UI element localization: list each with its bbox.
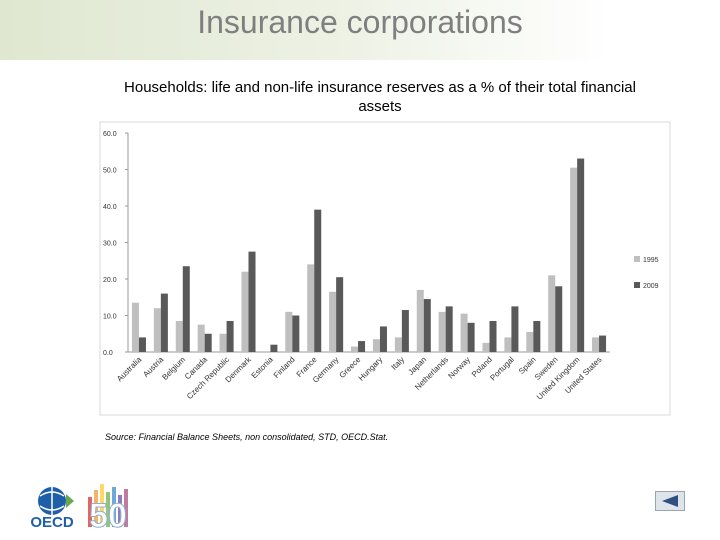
legend-label: 1995: [643, 257, 659, 264]
logo-bar: [112, 487, 116, 527]
bar: [467, 322, 475, 352]
bar: [285, 311, 293, 352]
legend-swatch: [634, 256, 640, 262]
legend-swatch: [634, 282, 640, 288]
bar: [504, 337, 512, 352]
bar: [401, 310, 409, 352]
x-tick-label: Australia: [115, 355, 144, 384]
bar: [314, 209, 322, 352]
bar: [372, 339, 380, 352]
bar: [555, 286, 563, 352]
back-icon: [662, 495, 678, 507]
bar: [160, 293, 168, 352]
y-tick-label: 0.0: [103, 350, 113, 357]
bar: [577, 158, 585, 352]
bar: [219, 333, 227, 352]
bar: [599, 335, 607, 352]
bar: [438, 311, 446, 352]
logo-bar: [100, 484, 104, 527]
bar: [548, 275, 556, 352]
bar: [379, 326, 387, 352]
oecd-logo: OECD 50: [30, 484, 128, 536]
logo-bar: [88, 497, 92, 527]
x-tick-label: Estonia: [250, 355, 276, 381]
x-tick-label: Norway: [446, 355, 472, 381]
bar: [197, 324, 205, 352]
logo-bar: [94, 490, 98, 527]
legend-label: 2009: [643, 283, 659, 290]
bar: [351, 346, 359, 352]
slide-title: Insurance corporations: [197, 4, 523, 40]
bar: [570, 167, 578, 352]
logo-bar: [106, 492, 110, 527]
source-note: Source: Financial Balance Sheets, non co…: [105, 432, 388, 442]
y-tick-label: 40.0: [103, 204, 117, 211]
y-tick-label: 20.0: [103, 277, 117, 284]
x-tick-label: Belgium: [160, 355, 187, 382]
back-button[interactable]: [655, 491, 685, 511]
logo-bar: [118, 495, 122, 527]
bar: [416, 289, 424, 352]
chart-title: Households: life and non-life insurance …: [124, 79, 636, 115]
y-tick-label: 60.0: [103, 131, 117, 138]
logo-globe-lines: [39, 487, 65, 515]
bar: [175, 320, 183, 352]
bar: [526, 331, 534, 352]
bar: [592, 337, 600, 352]
header-band: [0, 0, 720, 60]
y-tick-label: 50.0: [103, 168, 117, 175]
bar: [445, 306, 453, 352]
bar: [131, 302, 139, 352]
bar: [358, 341, 366, 352]
bar: [482, 342, 490, 352]
bar: [460, 313, 468, 352]
bar: [270, 344, 278, 352]
bar: [182, 266, 190, 352]
x-tick-label: Finland: [272, 355, 297, 380]
bar: [489, 320, 497, 352]
bar: [423, 299, 431, 352]
bar: [307, 264, 315, 352]
bar: [241, 271, 249, 352]
logo-anniversary: 50: [89, 497, 127, 535]
bar: [329, 291, 337, 352]
logo-text: OECD: [30, 514, 74, 531]
bar: [336, 277, 344, 352]
bar: [248, 251, 256, 352]
bar: [533, 320, 541, 352]
bar: [292, 315, 300, 352]
chart-frame: [99, 121, 671, 416]
x-tick-label: Portugal: [488, 355, 516, 383]
bar: [394, 337, 402, 352]
logo-bar: [124, 489, 128, 527]
y-tick-label: 30.0: [103, 241, 117, 248]
y-tick-label: 10.0: [103, 314, 117, 321]
bar: [153, 308, 161, 352]
x-tick-label: Italy: [390, 355, 407, 372]
x-tick-label: Hungary: [357, 355, 385, 383]
bar: [204, 333, 212, 352]
bar: [138, 337, 146, 352]
bar: [226, 320, 234, 352]
logo-arrow: [66, 494, 74, 508]
bar: [511, 306, 519, 352]
